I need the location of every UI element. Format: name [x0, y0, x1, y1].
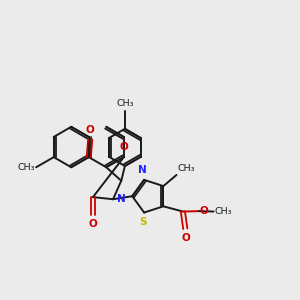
Text: S: S	[140, 217, 147, 227]
Text: CH₃: CH₃	[116, 99, 134, 108]
Text: O: O	[200, 206, 209, 216]
Text: CH₃: CH₃	[177, 164, 195, 173]
Text: O: O	[119, 142, 128, 152]
Text: O: O	[86, 124, 94, 135]
Text: N: N	[138, 165, 147, 176]
Text: N: N	[117, 194, 126, 204]
Text: O: O	[88, 219, 97, 230]
Text: CH₃: CH₃	[17, 163, 35, 172]
Text: CH₃: CH₃	[214, 207, 232, 216]
Text: O: O	[182, 233, 190, 243]
